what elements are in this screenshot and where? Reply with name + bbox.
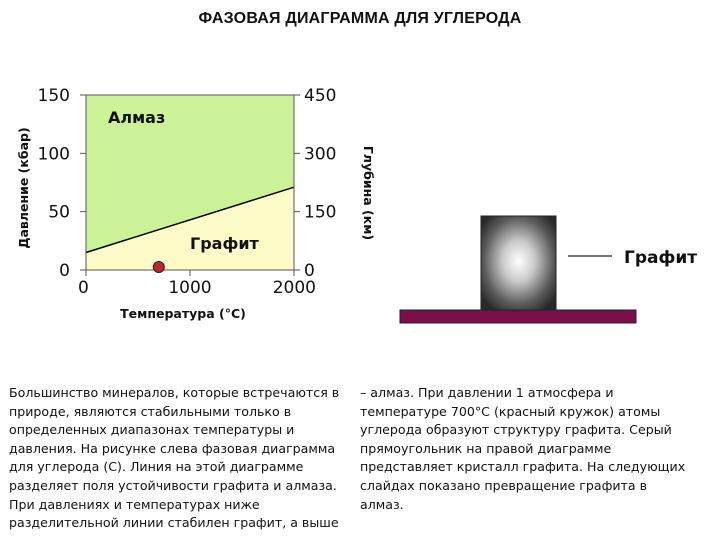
text-line: При давлениях и температурах ниже [9, 496, 260, 512]
bottom-axis-ticks: 0 1000 2000 [78, 270, 316, 298]
text-line: разделяет поля устойчивости графита и ал… [9, 477, 337, 493]
y-tick-label: 150 [38, 86, 70, 106]
region-label-diamond: Алмаз [108, 108, 165, 127]
x-tick-label: 1000 [168, 278, 211, 298]
text-line: углерода образуют структуру графита. Сер… [360, 422, 672, 438]
right-axis-ticks: 0 150 300 450 [294, 86, 336, 281]
diamond-region [86, 95, 294, 253]
text-line: – алмаз. При давлении 1 атмосфера и [360, 385, 614, 400]
page-title: ФАЗОВАЯ ДИАГРАММА ДЛЯ УГЛЕРОДА [198, 10, 522, 27]
graphite-crystal-illustration: Графит [399, 215, 697, 324]
text-line: Большинство минералов, которые встречают… [9, 385, 340, 400]
y-axis-label-right: Глубина (км) [361, 146, 376, 240]
phase-diagram-chart: 0 50 100 150 0 150 300 450 0 1000 2000 Алмаз Гра… [16, 86, 376, 321]
graphite-crystal [480, 215, 557, 311]
x-tick-label: 2000 [273, 278, 316, 298]
region-label-graphite: Графит [190, 234, 260, 253]
crystal-label: Графит [624, 248, 697, 268]
text-line: разделительной линии стабилен графит, а … [9, 515, 339, 531]
description-right: – алмаз. При давлении 1 атмосфера и темп… [360, 384, 700, 514]
phase-boundary-line [85, 186, 295, 254]
x-axis-label: Температура (°С) [120, 306, 246, 321]
text-line: алмаз. [360, 496, 404, 512]
base-bar [399, 309, 637, 324]
text-line: температуре 700°С (красный кружок) атомы [360, 403, 661, 419]
y-right-tick-label: 0 [304, 261, 315, 281]
text-line: давления. На рисунке слева фазовая диагр… [9, 440, 336, 456]
text-line: представляет кристалл графита. На следую… [360, 459, 686, 475]
text-line: природе, являются стабильными только в [9, 403, 292, 419]
y-right-tick-label: 150 [304, 203, 336, 223]
graphite-region [86, 187, 294, 270]
y-tick-label: 0 [59, 261, 70, 281]
y-axis-label-left: Давление (кбар) [16, 127, 31, 248]
red-dot-marker [152, 260, 165, 273]
description-left: Большинство минералов, которые встречают… [9, 384, 347, 533]
y-right-tick-label: 450 [304, 86, 336, 106]
text-line: определенных диапазонах температуры и [9, 422, 295, 438]
y-tick-label: 100 [38, 144, 70, 164]
text-line: прямоугольник на правой диаграмме [360, 440, 612, 456]
y-tick-label: 50 [48, 203, 70, 223]
text-line: для углерода (С). Линия на этой диаграмм… [9, 459, 304, 475]
y-right-tick-label: 300 [304, 144, 336, 164]
left-axis-ticks: 0 50 100 150 [38, 86, 86, 281]
x-tick-label: 0 [78, 278, 89, 298]
text-line: слайдах показано превращение графита в [360, 477, 648, 493]
